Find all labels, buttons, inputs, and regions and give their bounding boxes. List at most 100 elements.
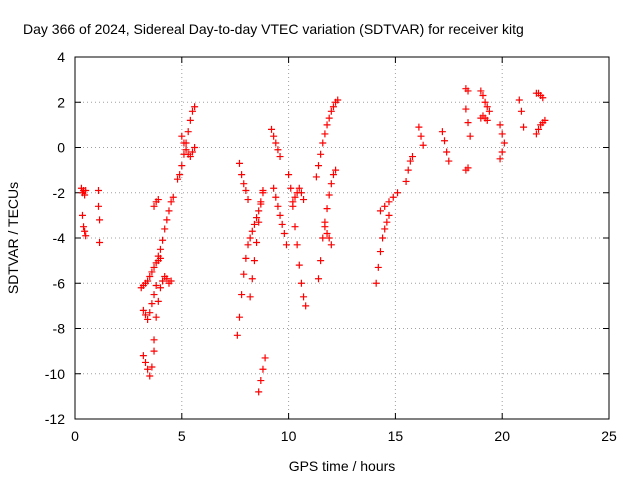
series-arc-ak bbox=[532, 116, 549, 138]
data-point bbox=[443, 148, 451, 156]
plot-frame bbox=[74, 56, 610, 420]
data-point bbox=[464, 164, 472, 172]
data-point bbox=[148, 363, 156, 371]
data-point bbox=[385, 198, 393, 206]
data-point bbox=[152, 282, 160, 290]
data-point bbox=[276, 153, 284, 161]
data-point bbox=[329, 103, 337, 111]
data-point bbox=[144, 315, 152, 323]
y-tick-label: 0 bbox=[57, 140, 65, 156]
data-point bbox=[276, 211, 284, 219]
series-arc-aa bbox=[438, 128, 453, 165]
data-point bbox=[417, 132, 425, 140]
series-arc-e bbox=[139, 282, 160, 323]
data-point bbox=[255, 218, 263, 226]
data-point bbox=[295, 261, 303, 269]
data-point bbox=[178, 162, 186, 170]
series-arc-y bbox=[402, 153, 416, 185]
data-point bbox=[464, 87, 472, 95]
data-point bbox=[327, 107, 335, 115]
data-point bbox=[381, 225, 389, 233]
data-point bbox=[287, 184, 295, 192]
data-point bbox=[280, 229, 288, 237]
data-point bbox=[96, 239, 104, 247]
data-point bbox=[327, 241, 335, 249]
data-point bbox=[481, 98, 489, 106]
data-point bbox=[178, 132, 186, 140]
data-point bbox=[415, 123, 423, 131]
y-tick-label: -6 bbox=[53, 275, 66, 291]
data-point bbox=[154, 297, 162, 305]
data-point bbox=[242, 186, 250, 194]
data-point bbox=[334, 96, 342, 104]
data-point bbox=[498, 148, 506, 156]
data-point bbox=[176, 171, 184, 179]
data-point bbox=[323, 229, 331, 237]
data-point bbox=[257, 377, 265, 385]
data-point bbox=[163, 216, 171, 224]
series-arc-z bbox=[415, 123, 427, 149]
data-point bbox=[255, 388, 263, 396]
data-point bbox=[295, 184, 303, 192]
data-point bbox=[385, 211, 393, 219]
data-point bbox=[445, 157, 453, 165]
data-point bbox=[319, 139, 327, 147]
data-point bbox=[146, 372, 154, 380]
data-point bbox=[479, 91, 487, 99]
series-arc-af bbox=[477, 112, 491, 124]
data-point bbox=[274, 146, 282, 154]
data-point bbox=[483, 116, 491, 124]
data-point bbox=[248, 227, 256, 235]
data-point bbox=[485, 107, 493, 115]
data-point bbox=[408, 153, 416, 161]
data-point bbox=[323, 205, 331, 213]
data-point bbox=[477, 87, 485, 95]
series-arc-l bbox=[233, 189, 267, 339]
data-point bbox=[404, 166, 412, 174]
data-point bbox=[321, 223, 329, 231]
y-tick-label: -4 bbox=[53, 230, 66, 246]
data-point bbox=[376, 207, 384, 215]
data-point bbox=[325, 234, 333, 242]
x-tick-label: 25 bbox=[601, 428, 617, 444]
x-tick-label: 0 bbox=[71, 428, 79, 444]
data-point bbox=[188, 107, 196, 115]
data-point bbox=[278, 220, 286, 228]
data-point bbox=[323, 121, 331, 129]
data-point bbox=[259, 186, 267, 194]
data-point bbox=[146, 272, 154, 280]
series-arc-ab bbox=[462, 85, 472, 95]
data-point bbox=[383, 218, 391, 226]
data-point bbox=[374, 263, 382, 271]
data-point bbox=[535, 125, 543, 133]
series-arc-h bbox=[154, 193, 177, 260]
data-point bbox=[321, 130, 329, 138]
data-point bbox=[240, 270, 248, 278]
data-point bbox=[300, 196, 308, 204]
series-arc-t bbox=[315, 166, 340, 283]
data-point bbox=[159, 277, 167, 285]
series-arc-u bbox=[312, 96, 342, 181]
data-point bbox=[532, 130, 540, 138]
data-point bbox=[182, 146, 190, 154]
data-point bbox=[541, 116, 549, 124]
data-point bbox=[500, 139, 508, 147]
data-point bbox=[272, 139, 280, 147]
data-point bbox=[94, 186, 102, 194]
data-point bbox=[184, 128, 192, 136]
y-tick-label: -8 bbox=[53, 321, 66, 337]
data-point bbox=[250, 257, 258, 265]
y-tick-label: 2 bbox=[57, 94, 65, 110]
data-point bbox=[317, 257, 325, 265]
data-point bbox=[250, 220, 258, 228]
series-arc-aj bbox=[532, 89, 547, 102]
data-point bbox=[186, 153, 194, 161]
series-arc-p bbox=[270, 184, 290, 249]
series-arc-q bbox=[268, 125, 284, 161]
series-arc-g bbox=[150, 272, 175, 344]
data-point bbox=[169, 193, 177, 201]
data-point bbox=[462, 105, 470, 113]
data-point bbox=[394, 189, 402, 197]
data-point bbox=[259, 365, 267, 373]
